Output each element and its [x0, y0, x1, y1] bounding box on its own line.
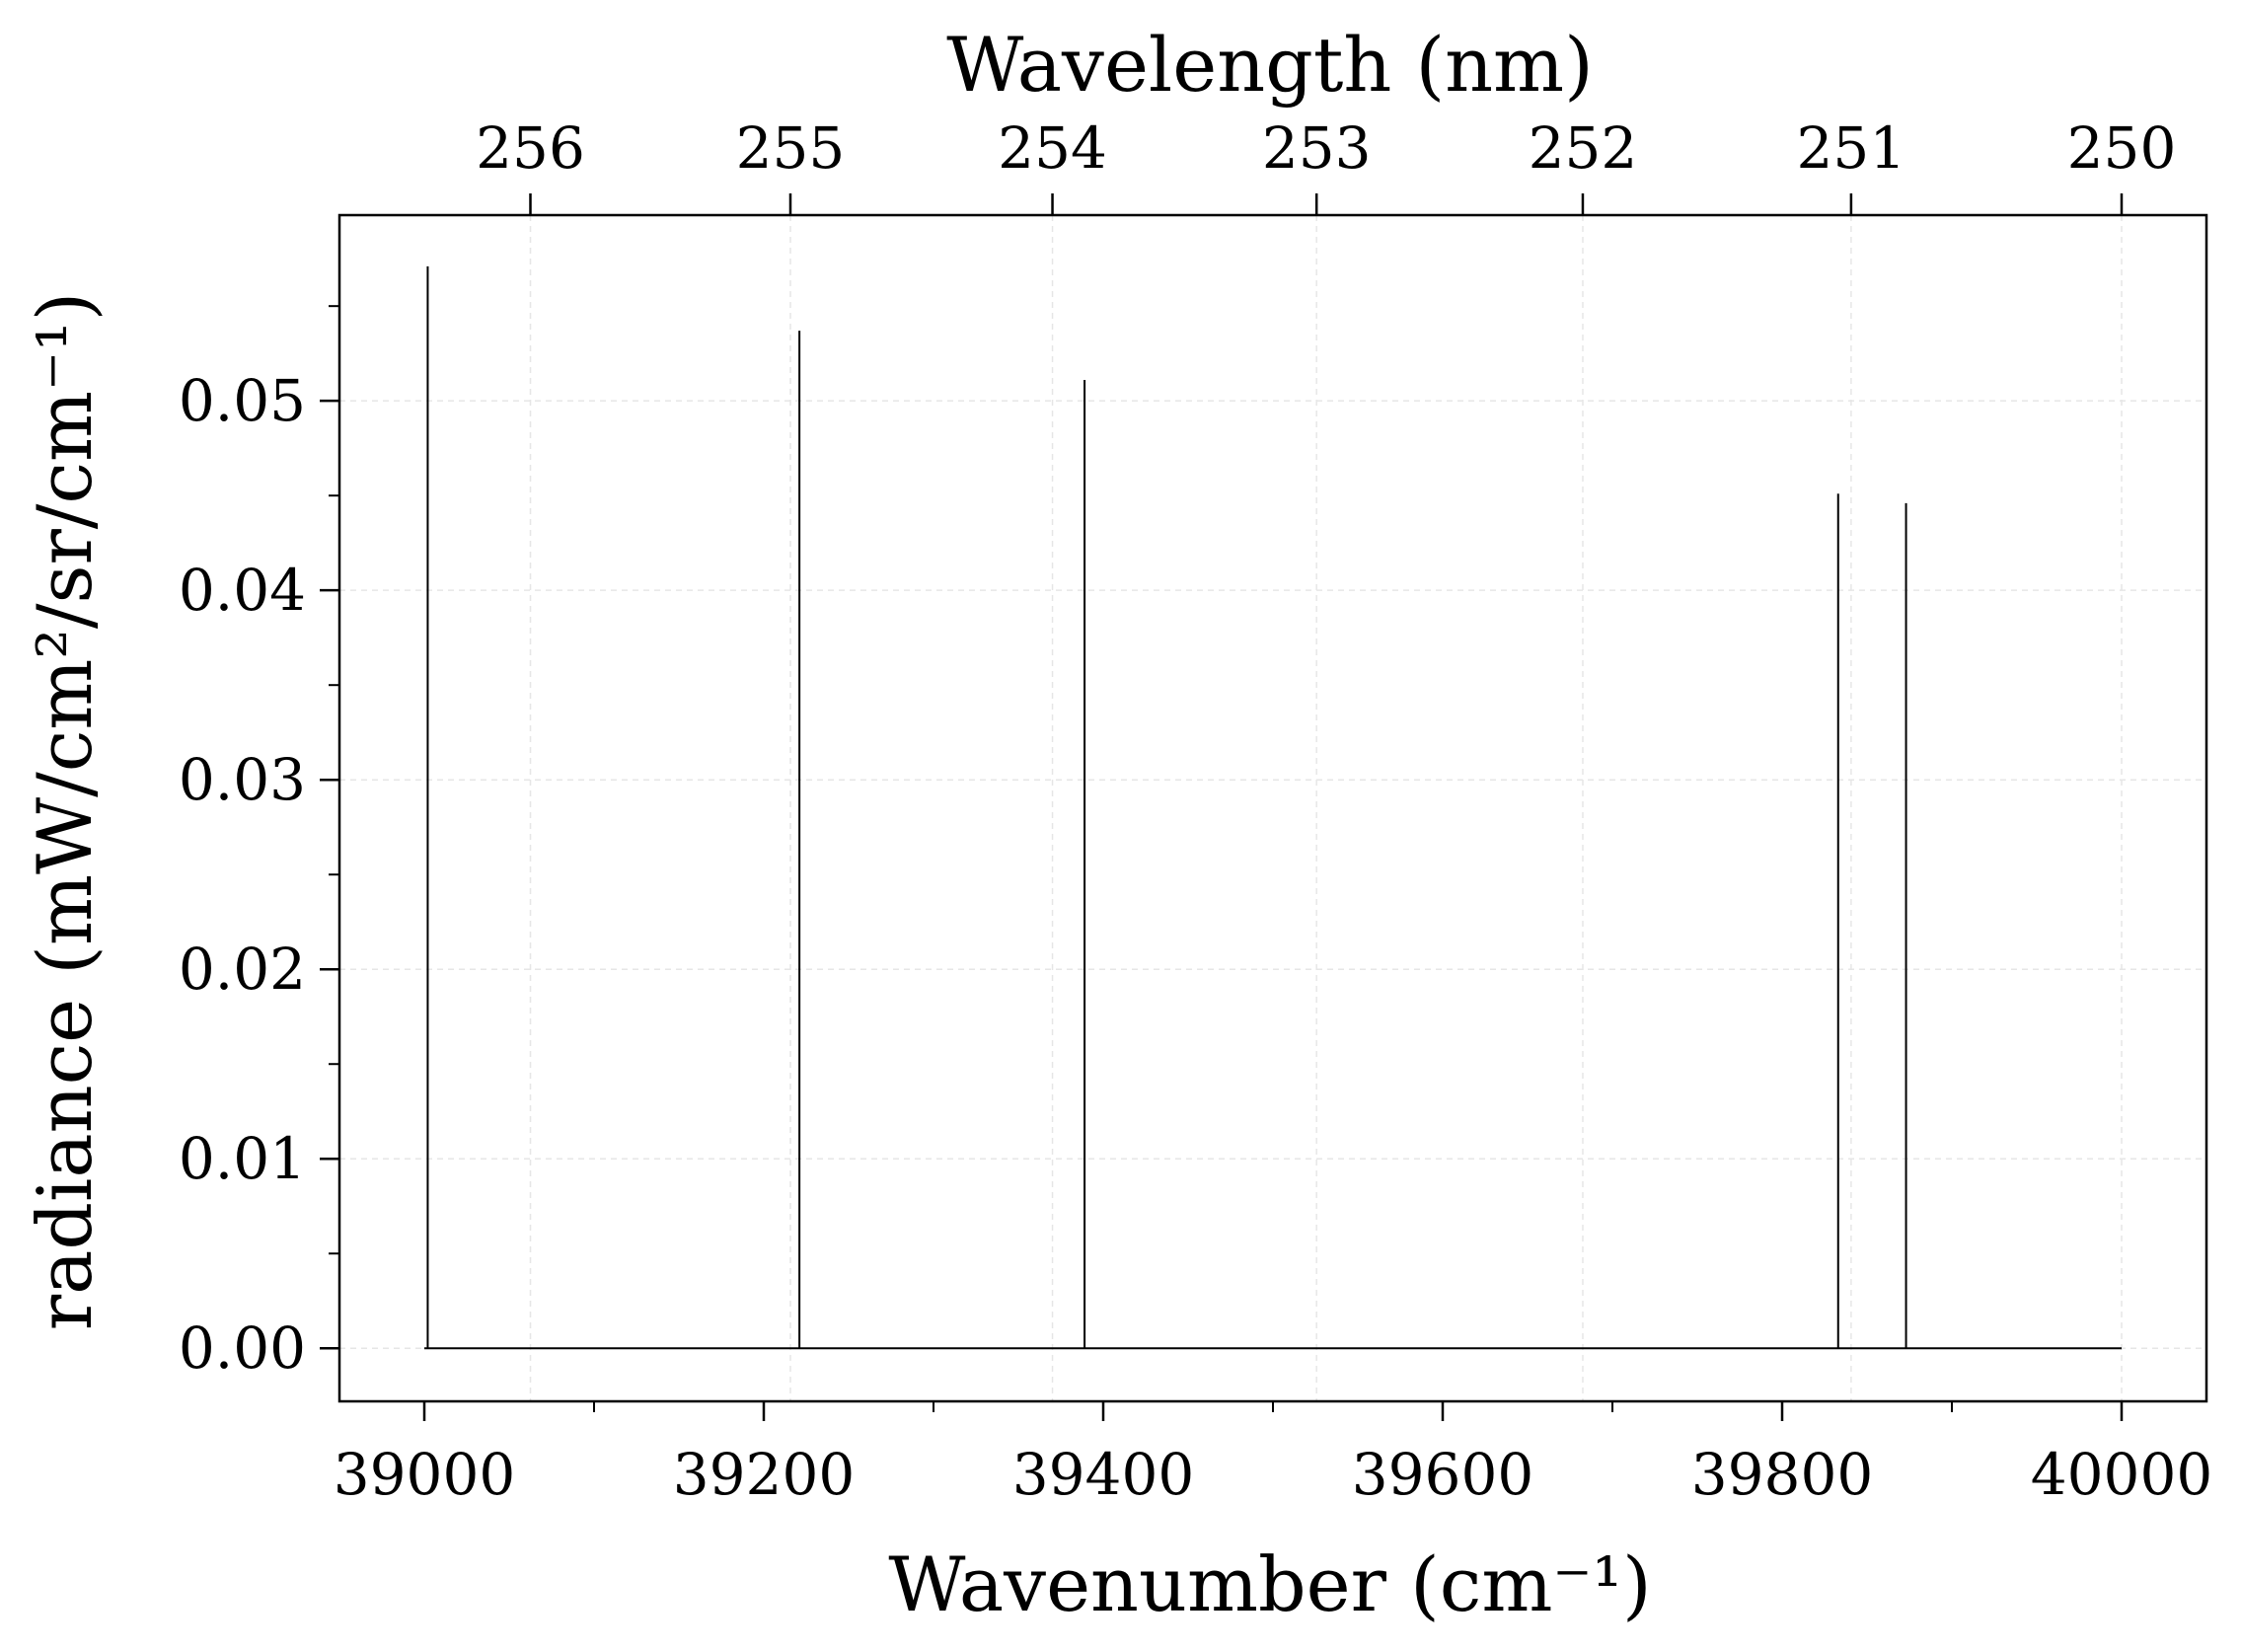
x-tick-label: 39200: [673, 1441, 856, 1508]
x2-tick-label: 252: [1529, 114, 1638, 182]
x-tick-label: 39800: [1691, 1441, 1874, 1508]
top-axis-title: Wavelength (nm): [946, 21, 1594, 109]
x-tick-label: 40000: [2031, 1441, 2213, 1508]
x2-tick-label: 253: [1262, 114, 1372, 182]
x-tick-label: 39000: [334, 1441, 516, 1508]
x-axis-title: Wavenumber (cm⁻¹): [888, 1540, 1651, 1628]
x2-tick-label: 251: [1797, 114, 1906, 182]
x-tick-label: 39600: [1352, 1441, 1534, 1508]
x2-tick-label: 254: [998, 114, 1107, 182]
y-tick-label: 0.05: [179, 367, 306, 434]
y-axis-title: radiance (mW/cm²/sr/cm⁻¹): [21, 292, 109, 1331]
y-tick-label: 0.02: [179, 936, 306, 1003]
y-tick-label: 0.00: [179, 1314, 306, 1382]
x2-tick-label: 256: [476, 114, 585, 182]
grid-lines: [339, 215, 2206, 1401]
x2-tick-label: 250: [2067, 114, 2177, 182]
data-marks: [424, 265, 2122, 1350]
axes: 39000 39200 39400 39600 39800 40000 0.00 0.01 0.…: [179, 114, 2212, 1508]
y-tick-label: 0.04: [179, 557, 306, 624]
spectrum-line: [424, 265, 2122, 1350]
x2-tick-label: 255: [736, 114, 846, 182]
x-tick-label: 39400: [1012, 1441, 1195, 1508]
y-tick-label: 0.03: [179, 746, 306, 813]
y-tick-label: 0.01: [179, 1125, 306, 1192]
